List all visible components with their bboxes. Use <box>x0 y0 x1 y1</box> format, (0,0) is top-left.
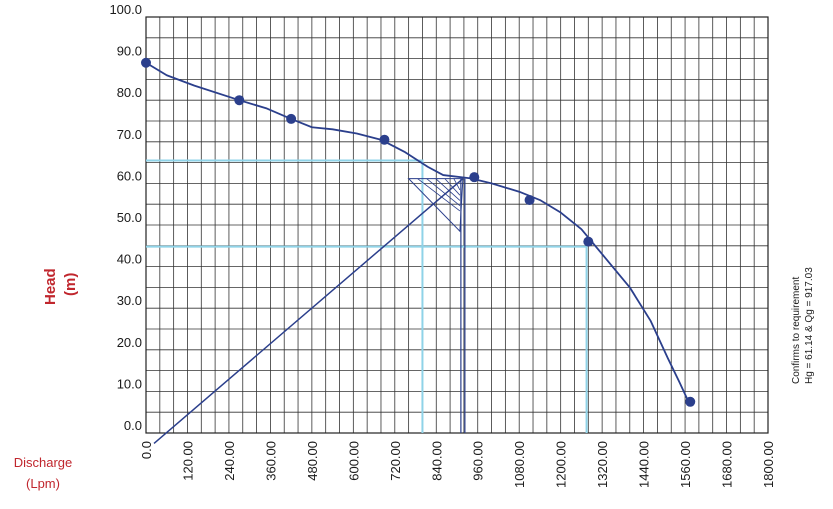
data-point <box>286 113 297 124</box>
hatch-line <box>435 178 461 201</box>
y-tick-label: 60.0 <box>117 168 142 183</box>
y-tick-labels: 0.0 10.0 20.0 30.0 40.0 50.0 60.0 70.0 80.0 90.0 1… <box>109 2 142 433</box>
data-point <box>524 195 535 206</box>
hatch-line <box>417 178 461 212</box>
y-tick-label: 70.0 <box>117 127 142 142</box>
series-layer <box>141 57 696 444</box>
reference-line <box>146 245 588 433</box>
x-tick-label: 840.00 <box>429 441 444 481</box>
y-tick-label: 30.0 <box>117 293 142 308</box>
pump-curve-line <box>145 61 690 403</box>
data-point <box>685 396 696 407</box>
data-point <box>379 134 390 145</box>
data-point <box>234 95 245 106</box>
x-tick-label: 360.00 <box>263 441 278 481</box>
y-tick-label: 0.0 <box>124 418 142 433</box>
reference-lines <box>146 159 588 433</box>
x-tick-label: 720.00 <box>388 441 403 481</box>
x-axis-title-line2: (Lpm) <box>26 476 60 491</box>
x-tick-label: 1200.00 <box>554 441 569 488</box>
x-tick-label: 1320.00 <box>595 441 610 488</box>
x-tick-label: 1680.00 <box>720 441 735 488</box>
y-tick-label: 100.0 <box>109 2 142 17</box>
y-tick-label: 50.0 <box>117 210 142 225</box>
y-tick-label: 10.0 <box>117 376 142 391</box>
data-point <box>469 172 480 183</box>
y-tick-label: 20.0 <box>117 335 142 350</box>
data-point <box>583 236 594 247</box>
annotation-line1: Confirms to requirement <box>791 277 802 384</box>
x-tick-label: 1800.00 <box>761 441 776 488</box>
y-axis-title-line2: (m) <box>62 273 79 296</box>
annotation-line2: Hg = 61.14 & Qg = 917.03 <box>804 267 815 384</box>
y-tick-label: 40.0 <box>117 252 142 267</box>
y-tick-label: 90.0 <box>117 44 142 59</box>
x-tick-label: 1560.00 <box>678 441 693 488</box>
x-tick-label: 480.00 <box>305 441 320 481</box>
hatch-line <box>426 178 461 207</box>
x-tick-label: 240.00 <box>222 441 237 481</box>
x-tick-label: 1440.00 <box>637 441 652 488</box>
reference-line <box>146 159 424 433</box>
system-curve <box>153 178 464 444</box>
x-tick-labels: 0.0 120.00 240.00 360.00 480.00 600.00 720.00 8… <box>139 441 776 488</box>
y-axis-title-line1: Head <box>42 268 59 305</box>
x-tick-label: 960.00 <box>471 441 486 481</box>
x-tick-label: 600.00 <box>346 441 361 481</box>
x-tick-label: 120.00 <box>180 441 195 481</box>
data-point <box>141 57 151 68</box>
y-tick-label: 80.0 <box>117 85 142 100</box>
plot-frame <box>145 16 769 434</box>
x-tick-label: 1080.00 <box>512 441 527 488</box>
x-axis-title-line1: Discharge <box>14 455 73 470</box>
x-tick-label: 0.0 <box>139 441 154 459</box>
